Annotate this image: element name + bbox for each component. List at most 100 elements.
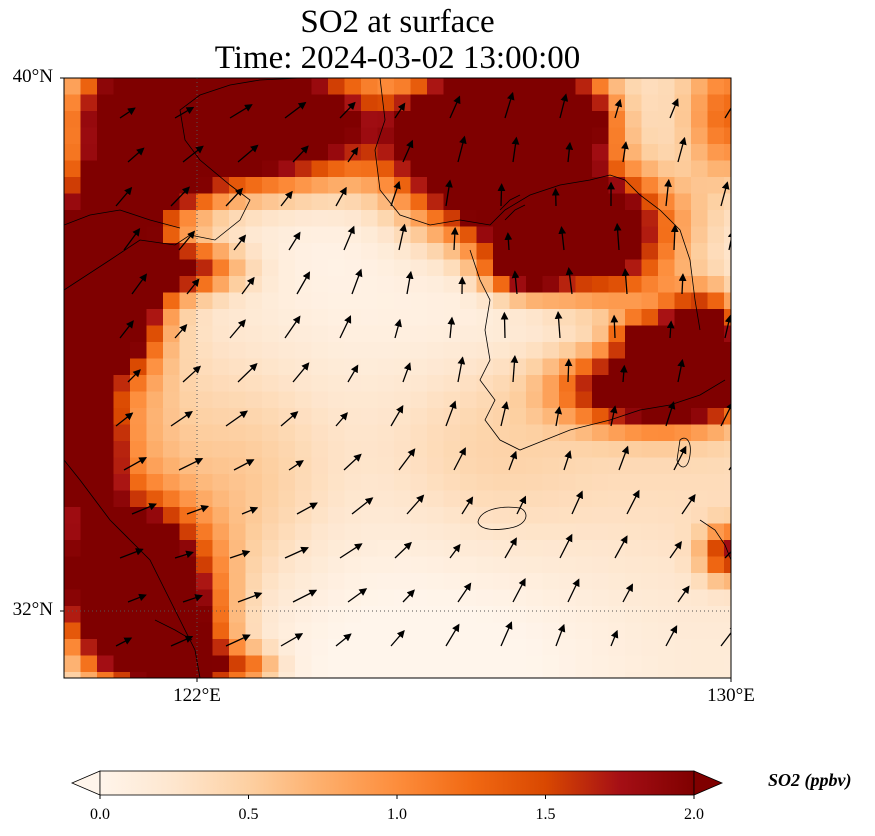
field-cell (196, 375, 214, 393)
field-cell (625, 424, 643, 442)
field-cell (674, 177, 692, 195)
wind-arrow (351, 268, 363, 295)
field-cell (229, 193, 247, 211)
field-cell (460, 259, 478, 277)
field-cell (344, 457, 362, 475)
field-cell (493, 672, 511, 678)
field-cell (427, 259, 445, 277)
field-cell (311, 210, 329, 228)
field-cell (328, 391, 346, 409)
coastline-path (699, 519, 731, 561)
field-cell (707, 160, 725, 178)
field-cell (361, 606, 379, 624)
wind-arrow (724, 314, 731, 339)
field-cell (229, 523, 247, 541)
field-cell (526, 457, 544, 475)
field-cell (608, 507, 626, 525)
field-cell (262, 457, 280, 475)
field-cell (724, 78, 731, 96)
field-cell (361, 193, 379, 211)
field-cell (179, 210, 197, 228)
field-cell (724, 606, 731, 624)
wind-arrow (665, 401, 676, 427)
field-cell (97, 292, 115, 310)
field-cell (64, 556, 82, 574)
field-cell (80, 474, 98, 492)
field-cell (658, 606, 676, 624)
field-cell (724, 375, 731, 393)
field-cell (641, 358, 659, 376)
field-cell (344, 127, 362, 145)
field-cell (179, 375, 197, 393)
field-cell (443, 391, 461, 409)
field-cell (658, 622, 676, 640)
field-cell (196, 391, 214, 409)
field-cell (575, 160, 593, 178)
field-cell (625, 193, 643, 211)
field-cell (410, 655, 428, 673)
field-cell (212, 639, 230, 657)
field-cell (80, 606, 98, 624)
field-cell (212, 672, 230, 678)
wind-arrow (115, 412, 134, 427)
field-cell (311, 226, 329, 244)
field-cell (427, 441, 445, 459)
field-cell (509, 325, 527, 343)
field-cell (97, 325, 115, 343)
field-cell (460, 556, 478, 574)
field-cell (427, 210, 445, 228)
field-cell (361, 259, 379, 277)
field-cell (328, 193, 346, 211)
wind-arrow (343, 225, 355, 251)
wind-arrow (284, 101, 307, 119)
field-cell (575, 342, 593, 360)
field-cell (113, 94, 131, 112)
field-cell (509, 441, 527, 459)
field-cell (328, 259, 346, 277)
field-cell (542, 655, 560, 673)
field-cell (97, 408, 115, 426)
field-cell (707, 424, 725, 442)
field-cell (262, 177, 280, 195)
field-cell (377, 622, 395, 640)
wind-arrow (292, 145, 309, 163)
field-cell (641, 540, 659, 558)
field-cell (278, 474, 296, 492)
field-cell (97, 639, 115, 657)
field-cell (476, 441, 494, 459)
field-cell (212, 391, 230, 409)
field-cell (245, 111, 263, 129)
field-cell (410, 226, 428, 244)
field-cell (394, 342, 412, 360)
so2-field (64, 78, 731, 678)
wind-arrow (733, 139, 744, 162)
field-cell (427, 325, 445, 343)
wind-arrow (351, 497, 374, 515)
field-cell (311, 276, 329, 294)
field-cell (295, 160, 313, 178)
field-cell (592, 622, 610, 640)
wind-vectors (115, 91, 744, 647)
wind-arrow (284, 546, 309, 559)
wind-arrow (131, 273, 148, 295)
field-cell (542, 111, 560, 129)
field-cell (130, 391, 148, 409)
field-cell (707, 556, 725, 574)
field-cell (559, 441, 577, 459)
field-cell (443, 589, 461, 607)
field-cell (608, 292, 626, 310)
field-cell (163, 672, 181, 678)
field-cell (410, 78, 428, 96)
field-cell (641, 292, 659, 310)
field-cell (625, 507, 643, 525)
field-cell (212, 556, 230, 574)
field-cell (608, 193, 626, 211)
field-cell (724, 507, 731, 525)
field-cell (526, 325, 544, 343)
field-cell (113, 408, 131, 426)
field-cell (146, 408, 164, 426)
field-cell (196, 160, 214, 178)
field-cell (443, 573, 461, 591)
field-cell (427, 639, 445, 657)
field-cell (64, 639, 82, 657)
